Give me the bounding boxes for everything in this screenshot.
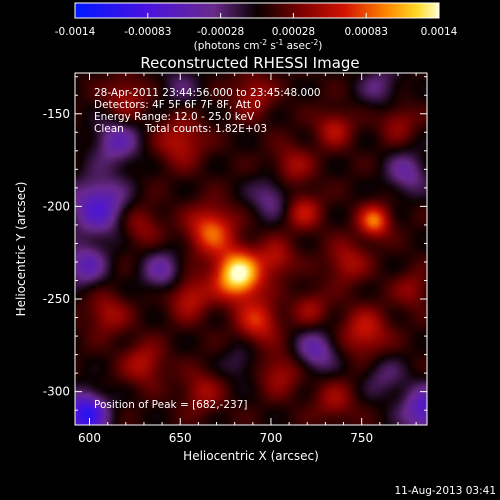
- colorbar: -0.0014 -0.00083 -0.00028 0.00028 0.00083 0.0…: [55, 2, 458, 52]
- colorbar-tick-label: -0.00083: [124, 26, 171, 38]
- y-tick-label: -300: [43, 385, 70, 399]
- annotation-method: Clean: [94, 123, 124, 135]
- x-axis-label: Heliocentric X (arcsec): [183, 449, 319, 463]
- y-tick-label: -200: [43, 199, 70, 213]
- colorbar-tick-label: -0.00028: [197, 26, 244, 38]
- plot-frame: [74, 72, 428, 426]
- x-tick-label: 650: [169, 431, 192, 445]
- y-tick-label: -150: [43, 107, 70, 121]
- y-tick-label: -250: [43, 292, 70, 306]
- y-axis: -150 -200 -250 -300: [43, 76, 427, 411]
- y-axis-label: Heliocentric Y (arcsec): [14, 182, 28, 317]
- colorbar-unit-label: (photons cm-2 s-1 asec-2): [194, 38, 323, 52]
- annotation-counts: Total counts: 1.82E+03: [144, 123, 267, 135]
- x-axis: 600 650 700 750: [78, 73, 417, 445]
- heatmap-canvas: [75, 73, 427, 425]
- chart-title: Reconstructed RHESSI Image: [140, 54, 359, 72]
- annotations: 28-Apr-2011 23:44:56.000 to 23:45:48.000…: [94, 87, 321, 411]
- colorbar-tick-label: 0.00028: [272, 26, 315, 38]
- x-tick-label: 700: [260, 431, 283, 445]
- annotation-energy: Energy Range: 12.0 - 25.0 keV: [94, 111, 255, 123]
- colorbar-tick-label: -0.0014: [55, 26, 96, 38]
- colorbar-gradient: [74, 2, 440, 19]
- colorbar-tick-label: 0.0014: [421, 26, 458, 38]
- annotation-peak: Position of Peak = [682,-237]: [94, 399, 248, 411]
- footer-date: 11-Aug-2013 03:41: [394, 485, 496, 497]
- heatmap-container: [75, 73, 427, 425]
- colorbar-tick-label: 0.00083: [344, 26, 387, 38]
- x-tick-label: 600: [78, 431, 101, 445]
- colorbar-ticks: -0.0014 -0.00083 -0.00028 0.00028 0.00083 0.0…: [55, 13, 458, 38]
- annotation-detectors: Detectors: 4F 5F 6F 7F 8F, Att 0: [94, 99, 261, 111]
- x-tick-label: 750: [350, 431, 373, 445]
- annotation-time-range: 28-Apr-2011 23:44:56.000 to 23:45:48.000: [94, 87, 321, 99]
